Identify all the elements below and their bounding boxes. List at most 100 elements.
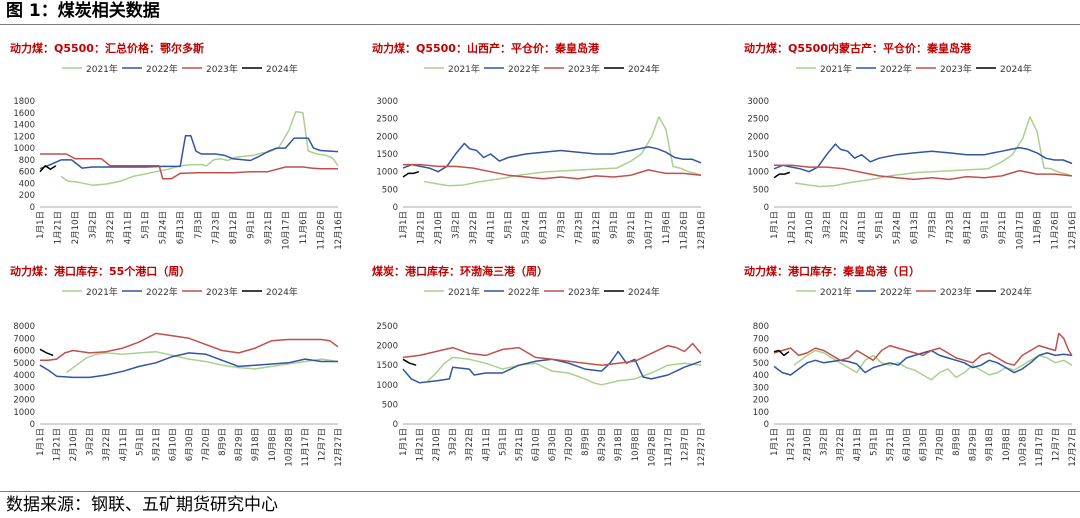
x-tick-label: 2月10日 bbox=[434, 211, 444, 244]
legend-label: 2023年 bbox=[206, 63, 238, 75]
x-tick-label: 10月28日 bbox=[647, 428, 657, 467]
source-note: 数据来源：钢联、五矿期货研究中心 bbox=[6, 495, 278, 515]
x-tick-label: 3月22日 bbox=[469, 211, 479, 244]
x-tick-label: 10月17日 bbox=[281, 211, 291, 250]
x-tick-label: 4月11日 bbox=[124, 211, 134, 244]
y-tick-label: 1500 bbox=[376, 361, 398, 371]
x-tick-label: 1月1日 bbox=[770, 428, 780, 456]
y-tick-label: 5000 bbox=[13, 359, 35, 369]
x-tick-label: 8月12日 bbox=[963, 211, 973, 244]
y-tick-label: 400 bbox=[19, 179, 35, 189]
legend-label: 2024年 bbox=[1000, 286, 1032, 298]
bottom-rule bbox=[0, 491, 1080, 492]
y-tick-label: 0 bbox=[764, 203, 769, 213]
y-tick-label: 1500 bbox=[747, 150, 769, 160]
x-tick-label: 11月26日 bbox=[679, 211, 689, 250]
y-tick-label: 2000 bbox=[376, 342, 398, 352]
x-tick-label: 4月11日 bbox=[487, 211, 497, 244]
x-tick-label: 11月17日 bbox=[1035, 428, 1045, 467]
x-tick-label: 8月12日 bbox=[592, 211, 602, 244]
x-tick-label: 1月21日 bbox=[53, 428, 63, 461]
x-tick-label: 8月9日 bbox=[952, 428, 962, 456]
x-tick-label: 1月1日 bbox=[36, 428, 46, 456]
x-tick-label: 3月22日 bbox=[465, 428, 475, 461]
series-line-2022年 bbox=[402, 350, 702, 384]
series-line-2021年 bbox=[794, 116, 1073, 188]
x-tick-label: 5月1日 bbox=[498, 428, 508, 456]
chart-title: 动力煤：Q5500：汇总价格：鄂尔多斯 bbox=[10, 41, 204, 55]
x-tick-label: 9月1日 bbox=[609, 211, 619, 239]
y-tick-label: 2500 bbox=[747, 115, 769, 125]
x-tick-label: 4月11日 bbox=[858, 211, 868, 244]
x-tick-label: 9月21日 bbox=[627, 211, 637, 244]
x-tick-label: 1月21日 bbox=[788, 211, 798, 244]
x-tick-label: 9月18日 bbox=[251, 428, 261, 461]
y-tick-label: 0 bbox=[30, 420, 35, 430]
legend-label: 2021年 bbox=[86, 63, 118, 75]
x-tick-label: 6月30日 bbox=[548, 428, 558, 461]
legend-label: 2021年 bbox=[820, 286, 852, 298]
x-tick-label: 10月8日 bbox=[268, 428, 278, 461]
x-tick-label: 10月8日 bbox=[1002, 428, 1012, 461]
y-tick-label: 1500 bbox=[376, 150, 398, 160]
y-tick-label: 2000 bbox=[747, 132, 769, 142]
x-tick-label: 3月2日 bbox=[86, 428, 96, 456]
x-tick-label: 6月13日 bbox=[539, 211, 549, 244]
x-tick-label: 4月11日 bbox=[482, 428, 492, 461]
legend-label: 2024年 bbox=[628, 286, 660, 298]
y-tick-label: 6000 bbox=[13, 347, 35, 357]
x-tick-label: 2月10日 bbox=[803, 428, 813, 461]
x-tick-label: 1月21日 bbox=[787, 428, 797, 461]
x-tick-label: 12月27日 bbox=[697, 428, 707, 467]
x-tick-label: 1月21日 bbox=[417, 211, 427, 244]
series-line-2024年 bbox=[773, 349, 790, 357]
y-tick-label: 500 bbox=[382, 400, 398, 410]
y-tick-label: 1200 bbox=[13, 132, 35, 142]
series-line-2022年 bbox=[773, 143, 1073, 173]
x-tick-label: 3月2日 bbox=[452, 211, 462, 239]
x-tick-label: 8月29日 bbox=[598, 428, 608, 461]
x-tick-label: 12月7日 bbox=[680, 428, 690, 461]
series-line-2024年 bbox=[773, 171, 791, 179]
x-tick-label: 5月24日 bbox=[893, 211, 903, 244]
x-tick-label: 9月1日 bbox=[980, 211, 990, 239]
legend-label: 2023年 bbox=[940, 286, 972, 298]
x-tick-label: 9月1日 bbox=[246, 211, 256, 239]
x-tick-label: 7月23日 bbox=[945, 211, 955, 244]
series-line-2023年 bbox=[402, 342, 702, 366]
figure-title: 图 1：煤炭相关数据 bbox=[6, 1, 160, 21]
x-tick-label: 11月17日 bbox=[301, 428, 311, 467]
legend-label: 2021年 bbox=[448, 286, 480, 298]
series-line-2023年 bbox=[774, 164, 1073, 181]
y-tick-label: 0 bbox=[393, 420, 398, 430]
x-tick-label: 7月3日 bbox=[557, 211, 567, 239]
legend-label: 2023年 bbox=[568, 286, 600, 298]
x-tick-label: 11月17日 bbox=[664, 428, 674, 467]
x-tick-label: 11月6日 bbox=[1033, 211, 1043, 244]
y-tick-label: 600 bbox=[753, 347, 769, 357]
x-tick-label: 9月18日 bbox=[614, 428, 624, 461]
y-tick-label: 3000 bbox=[376, 97, 398, 107]
x-tick-label: 12月27日 bbox=[1068, 428, 1078, 467]
y-tick-label: 500 bbox=[753, 359, 769, 369]
legend-label: 2021年 bbox=[820, 63, 852, 75]
x-tick-label: 10月28日 bbox=[284, 428, 294, 467]
legend-label: 2022年 bbox=[880, 63, 912, 75]
y-tick-label: 0 bbox=[30, 203, 35, 213]
x-tick-label: 5月24日 bbox=[159, 211, 169, 244]
legend-label: 2023年 bbox=[940, 63, 972, 75]
legend-label: 2022年 bbox=[146, 63, 178, 75]
series-line-2021年 bbox=[66, 350, 339, 374]
x-tick-label: 5月1日 bbox=[869, 428, 879, 456]
legend-label: 2024年 bbox=[628, 63, 660, 75]
x-tick-label: 11月26日 bbox=[1050, 211, 1060, 250]
chart-title: 动力煤：港口库存：55个港口（周） bbox=[10, 264, 190, 278]
x-tick-label: 3月22日 bbox=[106, 211, 116, 244]
x-tick-label: 5月21日 bbox=[515, 428, 525, 461]
y-tick-label: 4000 bbox=[13, 371, 35, 381]
y-tick-label: 1000 bbox=[13, 408, 35, 418]
legend-label: 2024年 bbox=[1000, 63, 1032, 75]
series-line-2024年 bbox=[402, 170, 420, 178]
x-tick-label: 7月3日 bbox=[928, 211, 938, 239]
y-tick-label: 800 bbox=[19, 156, 35, 166]
